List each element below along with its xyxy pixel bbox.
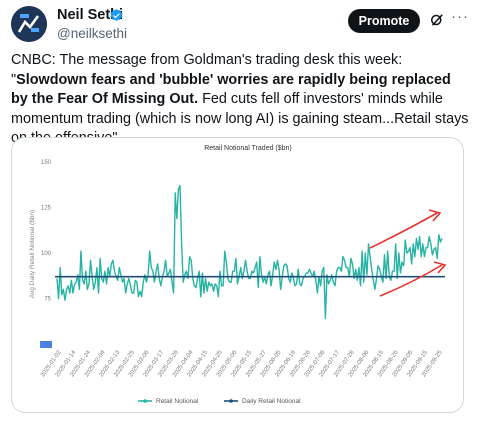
chart-title: Retail Notional Traded ($bn) [204,145,292,152]
post-text-bold: Slowdown fears and 'bubble' worries are … [11,71,451,108]
y-axis-label: Avg Daily Retail Notional ($bn) [29,210,36,298]
legend-label-retail-notional: Retail Notional [156,398,199,405]
retail-notional-chart: Retail Notional Traded ($bn) Avg Daily R… [29,145,447,405]
y-tick-label: 125 [41,206,52,212]
grok-icon[interactable] [428,11,446,29]
y-axis-marker [40,341,52,348]
y-tick-label: 75 [44,297,51,303]
legend-marker-retail-notional [143,399,147,403]
retail-notional-line [56,184,443,320]
legend-label-daily-retail-notional: Daily Retail Notional [242,398,301,405]
verified-badge-icon [110,8,123,21]
promote-button[interactable]: Promote [348,9,420,33]
y-tick-label: 150 [41,160,52,166]
y-tick-label: 100 [41,251,52,257]
post-text: CNBC: The message from Goldman's trading… [11,51,471,149]
author-handle[interactable]: @neilksethi [57,26,127,41]
author-name[interactable]: Neil Sethi [57,7,124,23]
lower-arrow-head [433,261,447,274]
legend-marker-daily-retail-notional [229,399,233,403]
upper-arrow-stroke [369,212,438,249]
upper-arrow-head [428,209,442,222]
post-text-prefix: CNBC: The message from Goldman's trading… [11,52,403,88]
post-header: Neil Sethi @neilksethi Promote ··· [0,0,478,48]
lower-arrow-stroke [379,264,443,297]
ellipsis-icon[interactable]: ··· [451,8,469,25]
chart-image-card[interactable]: Retail Notional Traded ($bn) Avg Daily R… [11,137,464,413]
avatar[interactable] [11,6,47,42]
